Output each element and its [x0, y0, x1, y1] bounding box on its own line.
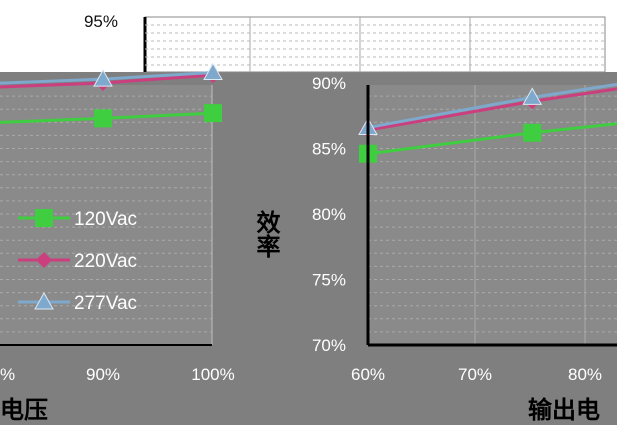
- x-tick-label: 100%: [191, 365, 234, 384]
- x-tick-label: %: [0, 365, 15, 384]
- data-point: [36, 252, 52, 268]
- left-x-axis-title: 电压: [0, 396, 48, 424]
- data-point: [94, 109, 112, 128]
- data-point: [203, 62, 223, 81]
- right-x-axis-title: 输出电: [528, 396, 600, 424]
- x-tick-label: 60%: [351, 365, 385, 384]
- y-tick-label: 70%: [312, 336, 346, 355]
- legend-label: 120Vac: [74, 209, 137, 230]
- data-point: [34, 291, 54, 310]
- y-tick-label: 80%: [312, 205, 346, 224]
- x-tick-label: 90%: [86, 365, 120, 384]
- gridlines: [0, 17, 617, 345]
- data-point: [204, 104, 222, 123]
- upper-plot-frame: [144, 16, 606, 73]
- legend: 120Vac 220Vac 277Vac: [18, 209, 137, 314]
- data-point: [93, 69, 113, 87]
- series-layer: [0, 62, 617, 163]
- y-tick-label: 75%: [312, 271, 346, 290]
- data-point: [522, 87, 543, 105]
- legend-label: 220Vac: [74, 251, 137, 272]
- y-tick-label: 90%: [312, 74, 346, 93]
- y-axis-title: 效率: [252, 209, 280, 258]
- y-tick-label: 85%: [312, 140, 346, 159]
- x-ticks: % 90% 100% 60% 70% 80%: [0, 365, 602, 384]
- legend-label: 277Vac: [74, 293, 137, 314]
- data-point: [523, 123, 542, 142]
- x-tick-label: 70%: [458, 365, 492, 384]
- y-tick-label: 95%: [84, 12, 118, 31]
- x-tick-label: 80%: [568, 365, 602, 384]
- y-ticks: 90% 85% 80% 75% 70%: [312, 74, 346, 355]
- data-point: [35, 209, 53, 227]
